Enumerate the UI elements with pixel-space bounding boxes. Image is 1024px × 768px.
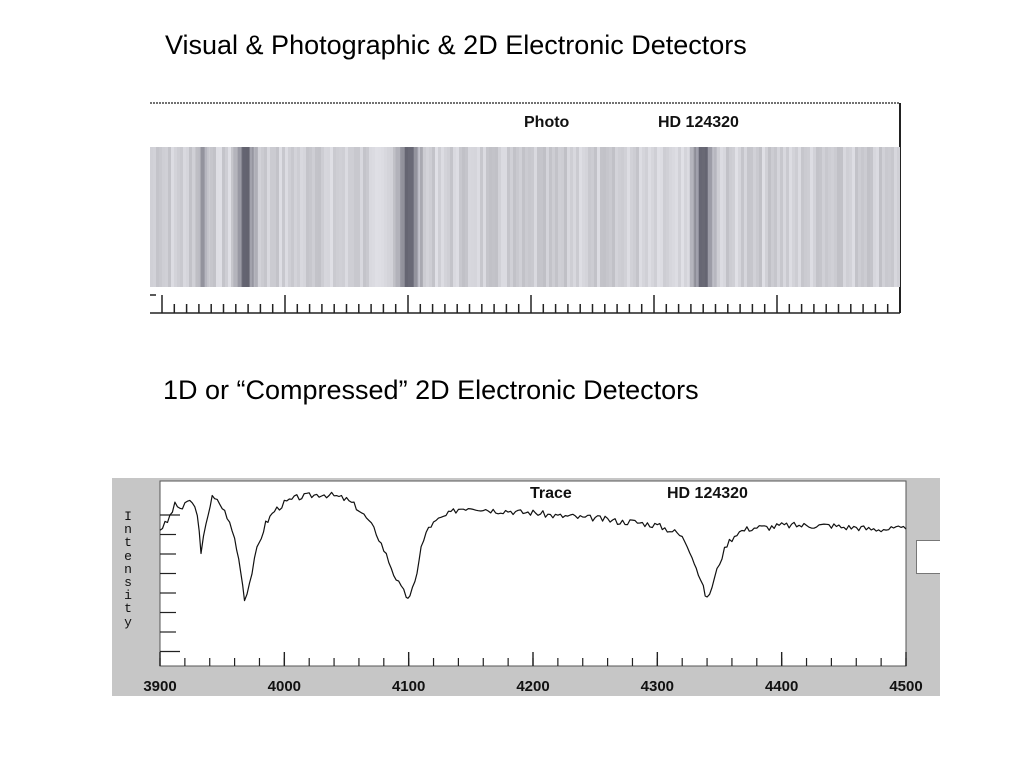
x-tick-label-4100: 4100 (392, 678, 425, 695)
photo-absorption-line-0 (200, 147, 205, 287)
side-tab-button[interactable] (916, 540, 940, 574)
intensity-trace-panel: 3900 4000 4100 4200 4300 4400 4500 Trace HD 12… (112, 478, 940, 696)
x-tick-label-4400: 4400 (765, 678, 798, 695)
photo-absorption-line-2 (400, 147, 419, 287)
y-axis-label: Intensity (124, 509, 132, 630)
x-tick-label-4500: 4500 (889, 678, 922, 695)
photographic-spectrum-panel: Photo HD 124320 (150, 102, 902, 314)
photo-absorption-line-1 (233, 147, 258, 287)
photo-absorption-line-3 (689, 147, 717, 287)
trace-plot-area (159, 480, 907, 667)
photo-absorption-line-0 (198, 147, 208, 287)
trace-star-label: HD 124320 (667, 485, 748, 502)
slide-title-top: Visual & Photographic & 2D Electronic De… (165, 30, 747, 60)
photo-absorption-line-2 (395, 147, 423, 287)
x-tick-label-4000: 4000 (268, 678, 301, 695)
photo-absorption-line-3 (694, 147, 713, 287)
photo-absorption-line-1 (241, 147, 250, 287)
photo-star-label: HD 124320 (658, 114, 739, 131)
photographic-spectrum-image (150, 102, 901, 314)
x-tick-label-4300: 4300 (641, 678, 674, 695)
x-tick-label-3900: 3900 (143, 678, 176, 695)
x-tick-label-4200: 4200 (516, 678, 549, 695)
photo-texture (150, 147, 900, 287)
trace-mode-label: Trace (530, 485, 572, 502)
photo-absorption-line-0 (195, 147, 210, 287)
photo-absorption-line-1 (237, 147, 254, 287)
slide-title-bottom: 1D or “Compressed” 2D Electronic Detecto… (163, 375, 699, 405)
photo-absorption-line-3 (698, 147, 708, 287)
intensity-trace-chart: 3900 4000 4100 4200 4300 4400 4500 (143, 480, 923, 695)
photo-absorption-line-2 (404, 147, 414, 287)
photo-mode-label: Photo (524, 114, 570, 131)
trace-series-line-0 (159, 491, 907, 602)
